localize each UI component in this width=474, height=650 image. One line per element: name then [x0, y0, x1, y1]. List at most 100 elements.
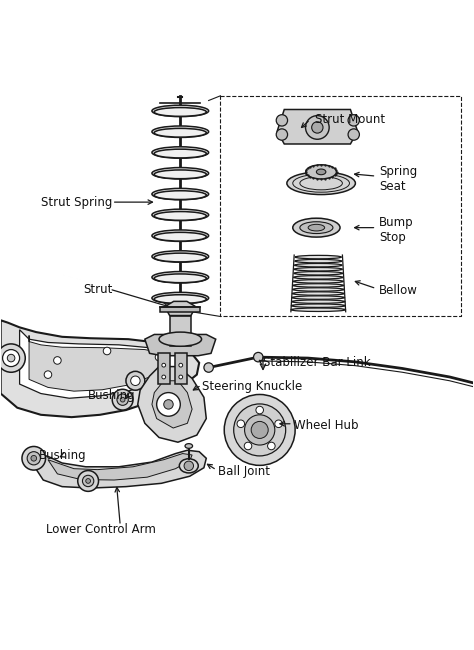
- Circle shape: [251, 421, 268, 439]
- Ellipse shape: [291, 304, 346, 307]
- Ellipse shape: [154, 170, 206, 179]
- Circle shape: [162, 363, 165, 367]
- Circle shape: [224, 395, 295, 465]
- Ellipse shape: [179, 459, 198, 473]
- Circle shape: [82, 475, 94, 487]
- Ellipse shape: [295, 259, 342, 263]
- Circle shape: [164, 400, 173, 409]
- Polygon shape: [29, 450, 206, 488]
- Bar: [173, 309, 187, 325]
- Circle shape: [7, 354, 15, 362]
- Polygon shape: [138, 367, 206, 442]
- Polygon shape: [277, 109, 357, 144]
- Ellipse shape: [159, 332, 201, 346]
- Ellipse shape: [152, 230, 209, 241]
- Bar: [157, 354, 170, 384]
- Circle shape: [234, 404, 286, 456]
- Ellipse shape: [154, 253, 206, 262]
- Ellipse shape: [152, 126, 209, 137]
- Ellipse shape: [152, 272, 209, 283]
- Ellipse shape: [154, 274, 206, 283]
- Ellipse shape: [292, 296, 345, 299]
- Ellipse shape: [152, 251, 209, 262]
- Circle shape: [120, 397, 125, 402]
- Circle shape: [2, 350, 19, 367]
- Text: Bushing: Bushing: [88, 389, 136, 402]
- Ellipse shape: [306, 165, 337, 179]
- Circle shape: [162, 375, 165, 379]
- Circle shape: [131, 376, 140, 385]
- Text: Bump
Stop: Bump Stop: [379, 216, 413, 244]
- Polygon shape: [48, 454, 192, 480]
- Circle shape: [112, 389, 133, 410]
- Circle shape: [276, 114, 288, 126]
- Circle shape: [44, 371, 52, 378]
- Ellipse shape: [154, 190, 206, 200]
- Circle shape: [156, 393, 180, 416]
- Bar: [174, 354, 187, 384]
- Ellipse shape: [154, 128, 206, 137]
- Text: Spring
Seat: Spring Seat: [379, 166, 417, 194]
- Circle shape: [179, 375, 182, 379]
- Ellipse shape: [292, 288, 344, 291]
- Circle shape: [31, 456, 36, 461]
- Circle shape: [267, 442, 275, 450]
- Circle shape: [312, 122, 323, 133]
- Ellipse shape: [292, 300, 345, 304]
- Ellipse shape: [295, 255, 341, 259]
- Circle shape: [54, 357, 61, 364]
- Circle shape: [348, 129, 359, 140]
- Circle shape: [155, 354, 163, 361]
- Ellipse shape: [294, 263, 342, 267]
- Ellipse shape: [291, 308, 346, 311]
- Ellipse shape: [152, 292, 209, 304]
- Text: Lower Control Arm: Lower Control Arm: [46, 523, 155, 536]
- Ellipse shape: [152, 168, 209, 179]
- Bar: [160, 307, 201, 312]
- Circle shape: [306, 116, 329, 139]
- Circle shape: [348, 114, 359, 126]
- Ellipse shape: [287, 172, 356, 194]
- Circle shape: [275, 420, 283, 428]
- Polygon shape: [145, 335, 216, 356]
- Ellipse shape: [154, 232, 206, 241]
- Text: Steering Knuckle: Steering Knuckle: [201, 380, 302, 393]
- Text: Bushing: Bushing: [38, 449, 86, 462]
- Ellipse shape: [154, 149, 206, 158]
- Ellipse shape: [294, 268, 342, 271]
- Polygon shape: [166, 302, 195, 315]
- Circle shape: [0, 344, 25, 372]
- Text: Stabilizer Bar Link: Stabilizer Bar Link: [263, 356, 371, 369]
- Ellipse shape: [152, 209, 209, 220]
- Circle shape: [22, 447, 46, 470]
- Circle shape: [244, 442, 252, 450]
- Ellipse shape: [152, 147, 209, 158]
- Text: Strut Spring: Strut Spring: [41, 196, 112, 209]
- Circle shape: [254, 352, 263, 362]
- Ellipse shape: [152, 188, 209, 200]
- Circle shape: [204, 363, 213, 372]
- Circle shape: [179, 363, 182, 367]
- Ellipse shape: [185, 444, 192, 448]
- Circle shape: [245, 415, 275, 445]
- Ellipse shape: [293, 218, 340, 237]
- Ellipse shape: [293, 276, 343, 279]
- Circle shape: [237, 420, 245, 428]
- Ellipse shape: [154, 108, 206, 116]
- Ellipse shape: [300, 222, 333, 233]
- Text: Ball Joint: Ball Joint: [218, 465, 270, 478]
- Ellipse shape: [293, 280, 343, 283]
- Polygon shape: [29, 335, 168, 391]
- Text: Strut: Strut: [83, 283, 113, 296]
- Ellipse shape: [154, 294, 206, 304]
- Circle shape: [184, 461, 193, 471]
- Text: Wheel Hub: Wheel Hub: [294, 419, 358, 432]
- Circle shape: [103, 347, 111, 355]
- Polygon shape: [19, 330, 179, 398]
- Ellipse shape: [154, 211, 206, 220]
- Circle shape: [117, 394, 128, 406]
- Circle shape: [256, 406, 264, 414]
- Circle shape: [27, 452, 40, 465]
- Polygon shape: [0, 320, 199, 417]
- Ellipse shape: [292, 292, 345, 295]
